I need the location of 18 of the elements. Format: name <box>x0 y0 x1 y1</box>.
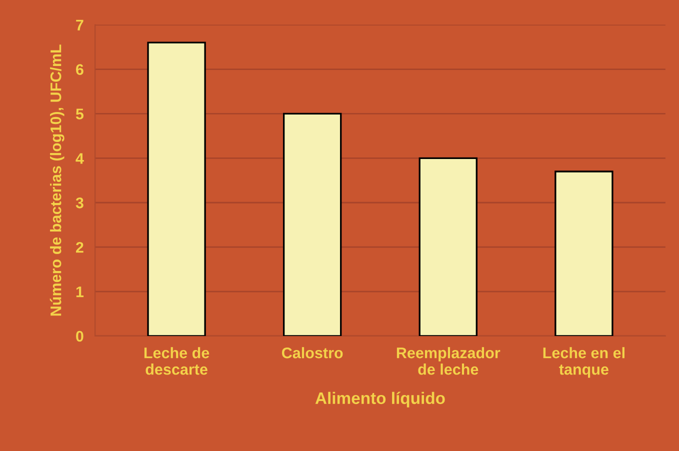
y-tick-label: 1 <box>76 286 84 298</box>
y-tick-label: 2 <box>76 242 84 253</box>
bar <box>147 42 206 336</box>
y-axis-title: Número de bacterias (log10), UFC/mL <box>50 44 64 316</box>
y-tick-label: 7 <box>76 20 84 30</box>
x-tick-label: Reemplazador de leche <box>396 347 500 375</box>
y-tick-label: 6 <box>76 64 84 75</box>
x-tick-label: Calostro <box>282 347 343 358</box>
y-tick-label: 0 <box>76 330 84 342</box>
x-tick-label: Leche en el tanque <box>543 347 624 378</box>
bar <box>282 112 342 336</box>
x-axis-title: Alimento líquido <box>315 392 445 408</box>
bar <box>554 170 614 336</box>
y-tick-label: 5 <box>76 108 84 120</box>
y-tick-label: 4 <box>76 153 84 164</box>
x-tick-label: Leche de descarte <box>144 347 210 375</box>
y-tick-label: 3 <box>76 197 84 208</box>
bar <box>418 157 478 336</box>
